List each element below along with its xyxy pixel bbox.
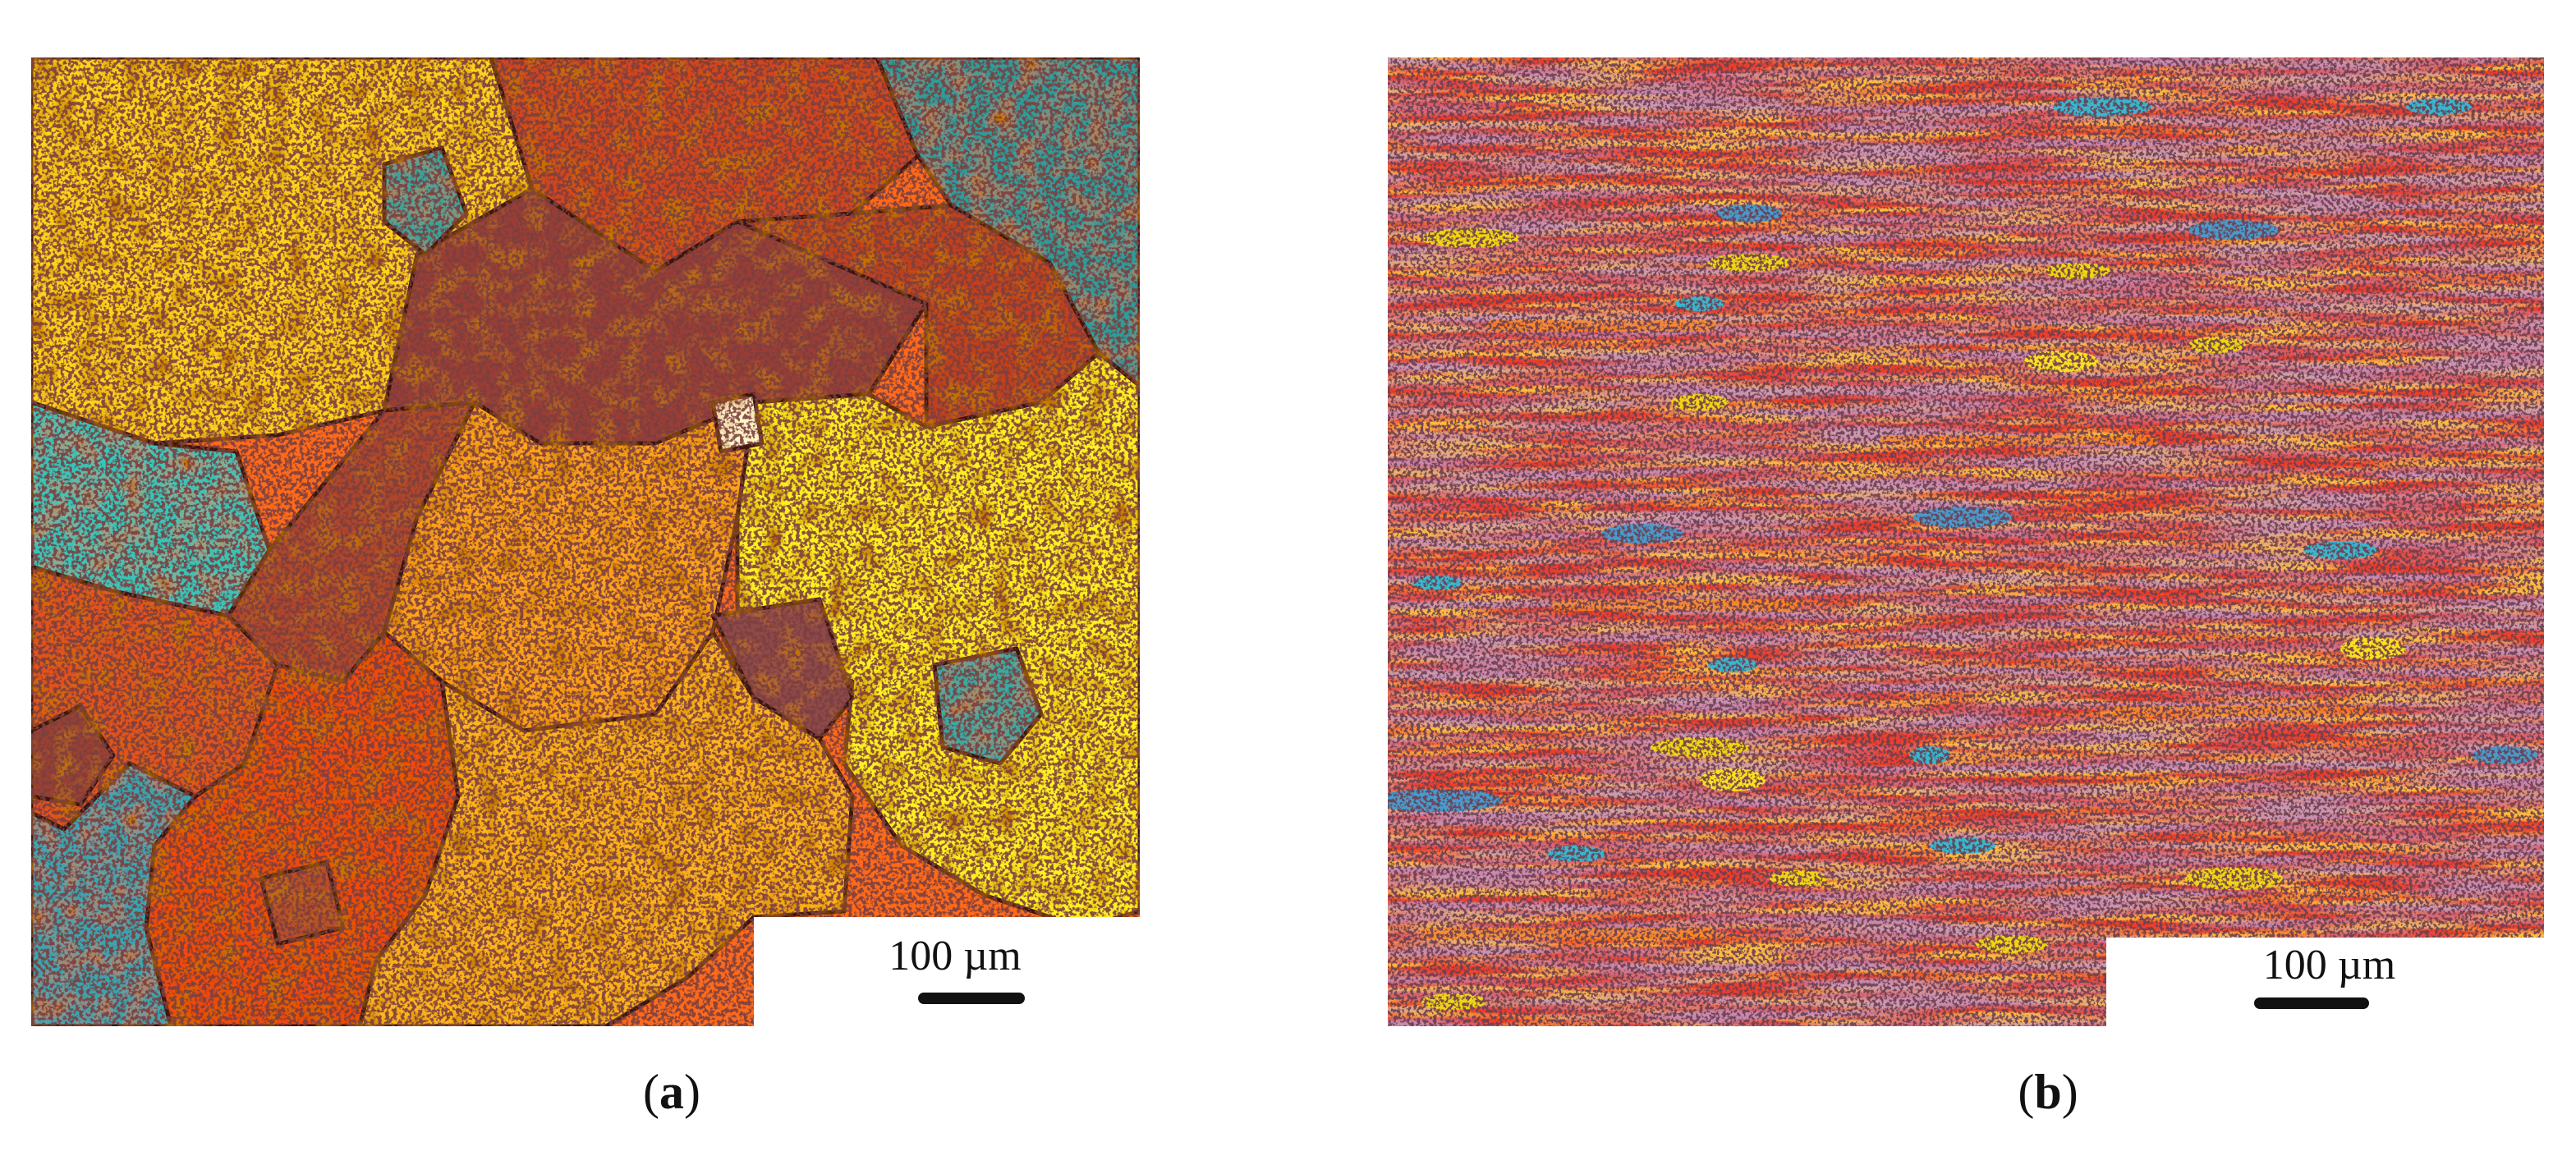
- caption-b-letter: b: [2034, 1065, 2062, 1119]
- scale-label-a: 100 µm: [889, 933, 1022, 979]
- micrograph-a-image: [31, 57, 1140, 1026]
- caption-a-letter: a: [659, 1065, 684, 1119]
- scale-bar-a: [918, 993, 1025, 1004]
- scale-label-b: 100 µm: [2262, 942, 2396, 988]
- micrograph-b-image: [1388, 57, 2544, 1026]
- scale-bar-box-a: 100 µm: [754, 917, 1140, 1026]
- caption-a: (a): [622, 1067, 721, 1117]
- caption-b-close: ): [2061, 1065, 2078, 1119]
- caption-b: (b): [1999, 1067, 2097, 1117]
- caption-a-close: ): [684, 1065, 700, 1119]
- micrograph-b: 100 µm: [1388, 57, 2544, 1026]
- micrograph-a: 100 µm: [31, 57, 1140, 1026]
- caption-a-open: (: [643, 1065, 659, 1119]
- caption-b-open: (: [2018, 1065, 2035, 1119]
- scale-bar-box-b: 100 µm: [2106, 938, 2544, 1026]
- scale-bar-b: [2254, 997, 2369, 1009]
